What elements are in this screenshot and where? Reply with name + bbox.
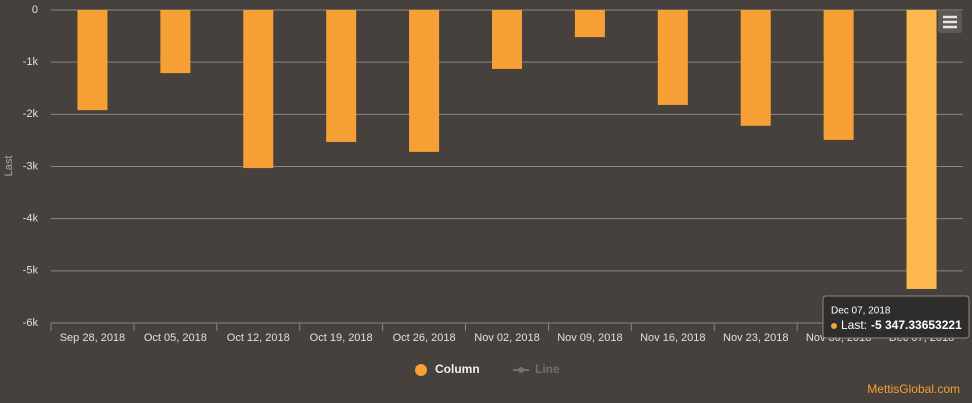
tooltip-value: -5 347.33653221 (871, 318, 962, 332)
x-tick-label: Sep 28, 2018 (60, 332, 125, 344)
legend-symbol[interactable] (415, 364, 427, 376)
legend-symbol[interactable] (518, 367, 524, 373)
x-tick-label: Oct 19, 2018 (310, 332, 373, 344)
x-tick-label: Nov 02, 2018 (474, 332, 539, 344)
bar[interactable] (492, 10, 522, 69)
y-tick-label: -1k (23, 56, 39, 68)
legend-label[interactable]: Line (535, 362, 560, 376)
y-tick-label: -2k (23, 108, 39, 120)
bar[interactable] (243, 10, 274, 169)
bar[interactable] (574, 10, 605, 38)
tooltip-label: Last: (841, 318, 867, 332)
tooltip-box (822, 295, 970, 339)
bar[interactable] (77, 10, 108, 111)
bar[interactable] (326, 10, 357, 142)
y-tick-label: -4k (23, 213, 39, 225)
x-tick-label: Nov 23, 2018 (723, 332, 788, 344)
tooltip-title: Dec 07, 2018 (831, 306, 891, 317)
y-tick-label: -6k (23, 317, 39, 329)
x-tick-label: Oct 12, 2018 (227, 332, 290, 344)
bar[interactable] (409, 10, 440, 152)
x-tick-label: Oct 05, 2018 (144, 332, 207, 344)
bar[interactable] (740, 10, 771, 126)
y-tick-label: 0 (32, 4, 38, 16)
bar[interactable] (160, 10, 191, 74)
y-tick-label: -3k (23, 160, 39, 172)
y-axis-label: Last (3, 156, 15, 177)
bar[interactable] (823, 10, 854, 140)
x-tick-label: Nov 16, 2018 (640, 332, 705, 344)
x-tick-label: Nov 09, 2018 (557, 332, 622, 344)
bar[interactable] (657, 10, 688, 105)
legend-label[interactable]: Column (435, 362, 480, 376)
x-tick-label: Oct 26, 2018 (393, 332, 456, 344)
tooltip-symbol (831, 323, 837, 329)
credits[interactable]: MettisGlobal.com (867, 382, 960, 396)
y-tick-label: -5k (23, 265, 39, 277)
bar[interactable] (906, 10, 937, 289)
